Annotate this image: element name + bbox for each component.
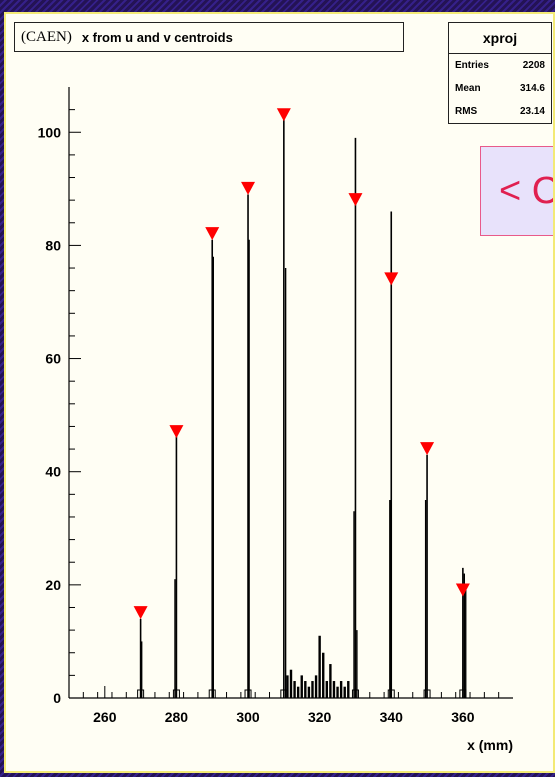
y-tick-label: 100 xyxy=(38,124,62,140)
histogram-bin xyxy=(339,681,343,698)
histogram-bin xyxy=(318,635,321,698)
histogram-bin xyxy=(325,681,329,698)
overlay-text: < C xyxy=(499,169,555,212)
y-tick-label: 40 xyxy=(45,464,61,480)
spike-base-bin xyxy=(208,689,216,699)
stats-row-mean: Mean 314.6 xyxy=(449,77,551,100)
stats-row-entries: Entries 2208 xyxy=(449,54,551,77)
y-tick-label: 0 xyxy=(53,690,61,706)
spike-base-bin xyxy=(172,689,180,699)
histogram-bin xyxy=(289,669,293,698)
histogram-bin xyxy=(300,675,303,698)
x-tick-label: 340 xyxy=(380,709,404,725)
stats-value: 23.14 xyxy=(519,106,545,117)
stats-label: Entries xyxy=(455,60,489,71)
spike-base-bin xyxy=(244,689,252,699)
x-axis-label: x (mm) xyxy=(467,737,513,753)
histogram-bin xyxy=(293,681,296,698)
x-tick-label: 320 xyxy=(308,709,332,725)
y-tick-label: 20 xyxy=(45,577,61,593)
title-box: (CAEN) x from u and v centroids xyxy=(14,22,404,52)
x-tick-label: 300 xyxy=(236,709,260,725)
spike-base-bin xyxy=(423,689,431,699)
peak-marker xyxy=(205,227,220,241)
stats-label: RMS xyxy=(455,106,478,117)
x-tick-label: 260 xyxy=(93,709,117,725)
x-tick-label: 360 xyxy=(451,709,475,725)
histogram-bin xyxy=(307,686,311,698)
plot-canvas: 0 20 40 60 80 100 260 280 300 320 340 360 x (mm) (CA… xyxy=(4,12,555,773)
histogram-bin xyxy=(336,686,339,698)
histogram-bin xyxy=(332,681,336,698)
peak-marker xyxy=(169,425,184,439)
histogram-plot: 0 20 40 60 80 100 260 280 300 320 340 360 x (mm) xyxy=(38,87,513,753)
histogram-bin xyxy=(304,681,307,698)
spike-base-bin xyxy=(280,689,288,699)
peak-marker xyxy=(384,272,399,286)
histogram-bin xyxy=(314,675,318,698)
histogram-bin xyxy=(347,681,350,698)
histogram-bin xyxy=(329,664,332,698)
y-tick-label: 60 xyxy=(45,351,61,367)
stats-row-rms: RMS 23.14 xyxy=(449,100,551,123)
overlay-popup: < C xyxy=(480,146,555,236)
stats-value: 314.6 xyxy=(519,83,545,94)
peak-marker xyxy=(348,193,363,207)
title-prefix: (CAEN) xyxy=(21,28,72,45)
histogram-bin xyxy=(311,681,314,698)
peak-marker xyxy=(276,108,291,122)
peak-marker xyxy=(455,583,470,597)
stats-label: Mean xyxy=(455,83,481,94)
x-tick-label: 280 xyxy=(165,709,189,725)
stats-histogram-name: xproj xyxy=(449,23,551,54)
spike-base-bin xyxy=(459,689,467,699)
peak-marker xyxy=(420,442,435,456)
spike-base-bin xyxy=(137,689,145,699)
stats-value: 2208 xyxy=(522,60,545,71)
y-tick-label: 80 xyxy=(45,237,61,253)
histogram-bin xyxy=(296,686,300,698)
plot-title: x from u and v centroids xyxy=(81,29,233,45)
spike-base-bin xyxy=(387,689,395,699)
stats-box: xproj Entries 2208 Mean 314.6 RMS 23.14 xyxy=(448,22,552,124)
histogram-bin xyxy=(343,686,346,698)
peak-marker xyxy=(133,606,148,620)
histogram-bin xyxy=(322,652,325,698)
peak-marker xyxy=(241,181,256,195)
histogram-bin xyxy=(286,675,289,698)
spike-base-bin xyxy=(351,689,359,699)
